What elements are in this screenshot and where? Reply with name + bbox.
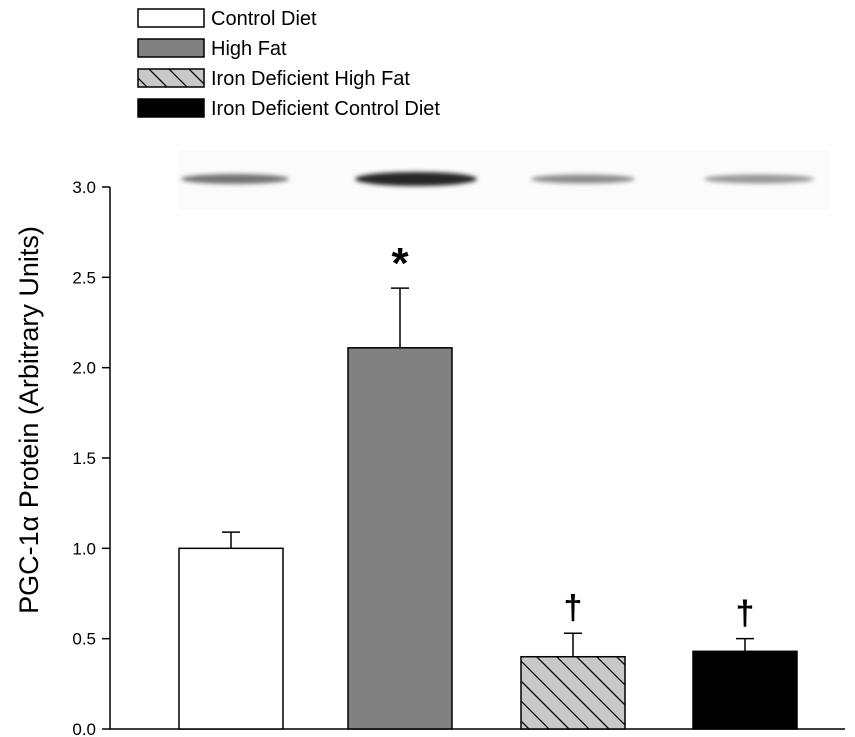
significance-marker: *: [391, 239, 409, 288]
bar: [347, 347, 453, 730]
blot-band: [355, 172, 477, 186]
y-tick-label: 0.0: [72, 720, 96, 737]
legend-label: Iron Deficient Control Diet: [211, 98, 440, 120]
bar: [692, 650, 798, 730]
legend-label: Iron Deficient High Fat: [211, 68, 410, 90]
y-axis-label: PGC-1α Protein (Arbitrary Units): [14, 226, 44, 614]
annotations: * † †: [391, 239, 754, 632]
y-tick-label: 0.5: [72, 630, 96, 649]
bar: [520, 655, 626, 730]
legend: Control Diet High Fat Iron Deficient High …: [137, 8, 440, 120]
y-tick-label: 2.0: [72, 359, 96, 378]
y-tick-label: 3.0: [72, 178, 96, 197]
error-bars: [222, 287, 754, 657]
western-blot-image: [178, 150, 830, 210]
legend-swatch: [137, 68, 205, 88]
legend-swatch: [137, 98, 205, 118]
bar: [178, 547, 284, 730]
significance-marker: †: [736, 595, 755, 633]
y-tick-label: 1.0: [72, 539, 96, 558]
significance-marker: †: [564, 589, 583, 627]
legend-label: High Fat: [211, 38, 287, 60]
y-tick-label: 1.5: [72, 449, 96, 468]
y-tick-label: 2.5: [72, 268, 96, 287]
blot-band: [181, 174, 289, 184]
blot-band: [531, 174, 635, 184]
blot-band: [704, 174, 814, 184]
bars: [178, 347, 798, 730]
legend-label: Control Diet: [211, 8, 317, 30]
legend-swatch: [137, 38, 205, 58]
legend-swatch: [137, 8, 205, 28]
